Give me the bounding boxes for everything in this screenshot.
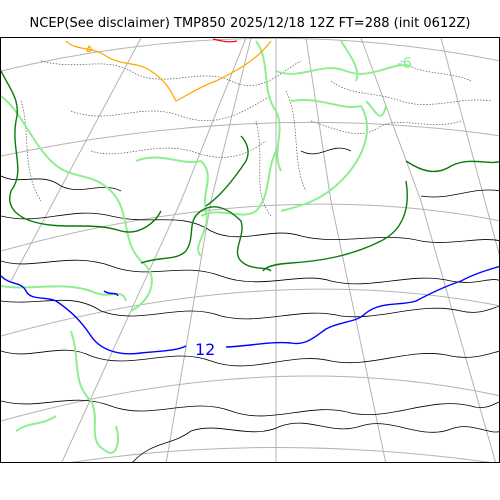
coastline bbox=[300, 147, 352, 155]
coastline bbox=[1, 349, 499, 367]
coastline bbox=[1, 299, 499, 320]
map-frame: 12 -6 bbox=[0, 37, 500, 463]
isotherm-line bbox=[225, 265, 499, 348]
isotherm-line bbox=[340, 40, 359, 82]
isotherm-line bbox=[1, 285, 127, 302]
longitude-line bbox=[165, 38, 252, 462]
isotherm-line bbox=[275, 64, 412, 75]
latitude-line bbox=[1, 375, 499, 422]
isotherm-line bbox=[200, 150, 277, 217]
longitude-line bbox=[305, 38, 387, 462]
isotherm-line bbox=[1, 275, 187, 355]
terrain-line bbox=[255, 120, 272, 217]
isotherm-line bbox=[65, 40, 272, 102]
terrain-line bbox=[330, 80, 492, 105]
isotherms-dark-green bbox=[1, 70, 499, 272]
longitude-line bbox=[440, 38, 499, 256]
coastline bbox=[132, 422, 499, 462]
terrain-contours bbox=[20, 60, 492, 217]
isotherms-light-green bbox=[1, 40, 412, 454]
isotherm-cold bbox=[65, 40, 272, 102]
isotherm-line bbox=[212, 38, 238, 43]
latitude-line bbox=[1, 121, 499, 157]
coastline bbox=[1, 175, 122, 192]
isotherm-line bbox=[15, 415, 57, 432]
terrain-line bbox=[20, 100, 42, 202]
latitude-line bbox=[1, 288, 499, 337]
map-canvas: 12 -6 bbox=[1, 38, 499, 462]
coastline bbox=[1, 259, 499, 285]
map-title: NCEP(See disclaimer) TMP850 2025/12/18 1… bbox=[29, 16, 471, 31]
graticule bbox=[1, 38, 499, 462]
coastline bbox=[420, 189, 499, 198]
isotherm-line bbox=[255, 40, 282, 172]
isotherm-line bbox=[365, 100, 387, 117]
latitude-line bbox=[1, 38, 499, 72]
isotherm-line bbox=[135, 156, 209, 257]
terrain-line bbox=[90, 140, 267, 158]
isotherm-line bbox=[1, 70, 162, 233]
coastlines bbox=[1, 147, 499, 462]
isotherm-line bbox=[70, 330, 119, 454]
terrain-line bbox=[70, 95, 272, 121]
isotherm-line bbox=[140, 206, 272, 272]
terrain-line bbox=[285, 90, 307, 192]
isotherm-12 bbox=[1, 265, 499, 355]
longitude-line bbox=[61, 38, 247, 462]
isotherm-line bbox=[280, 99, 369, 212]
isotherm-line bbox=[86, 45, 92, 53]
coastline bbox=[1, 212, 499, 243]
latitude-line bbox=[70, 447, 491, 462]
contour-label-minus-6: -6 bbox=[397, 54, 412, 72]
latitude-line bbox=[1, 203, 499, 252]
isotherm-red bbox=[212, 38, 238, 43]
isotherm-line bbox=[1, 95, 153, 312]
isotherm-line bbox=[405, 160, 499, 173]
coastline bbox=[1, 399, 499, 417]
longitude-line bbox=[360, 38, 496, 462]
terrain-line bbox=[40, 60, 302, 86]
isotherm-line bbox=[262, 180, 408, 272]
longitude-line bbox=[10, 38, 142, 282]
isotherm-line bbox=[103, 290, 119, 297]
isotherm-line bbox=[205, 135, 249, 207]
contour-label-12: 12 bbox=[195, 340, 215, 359]
